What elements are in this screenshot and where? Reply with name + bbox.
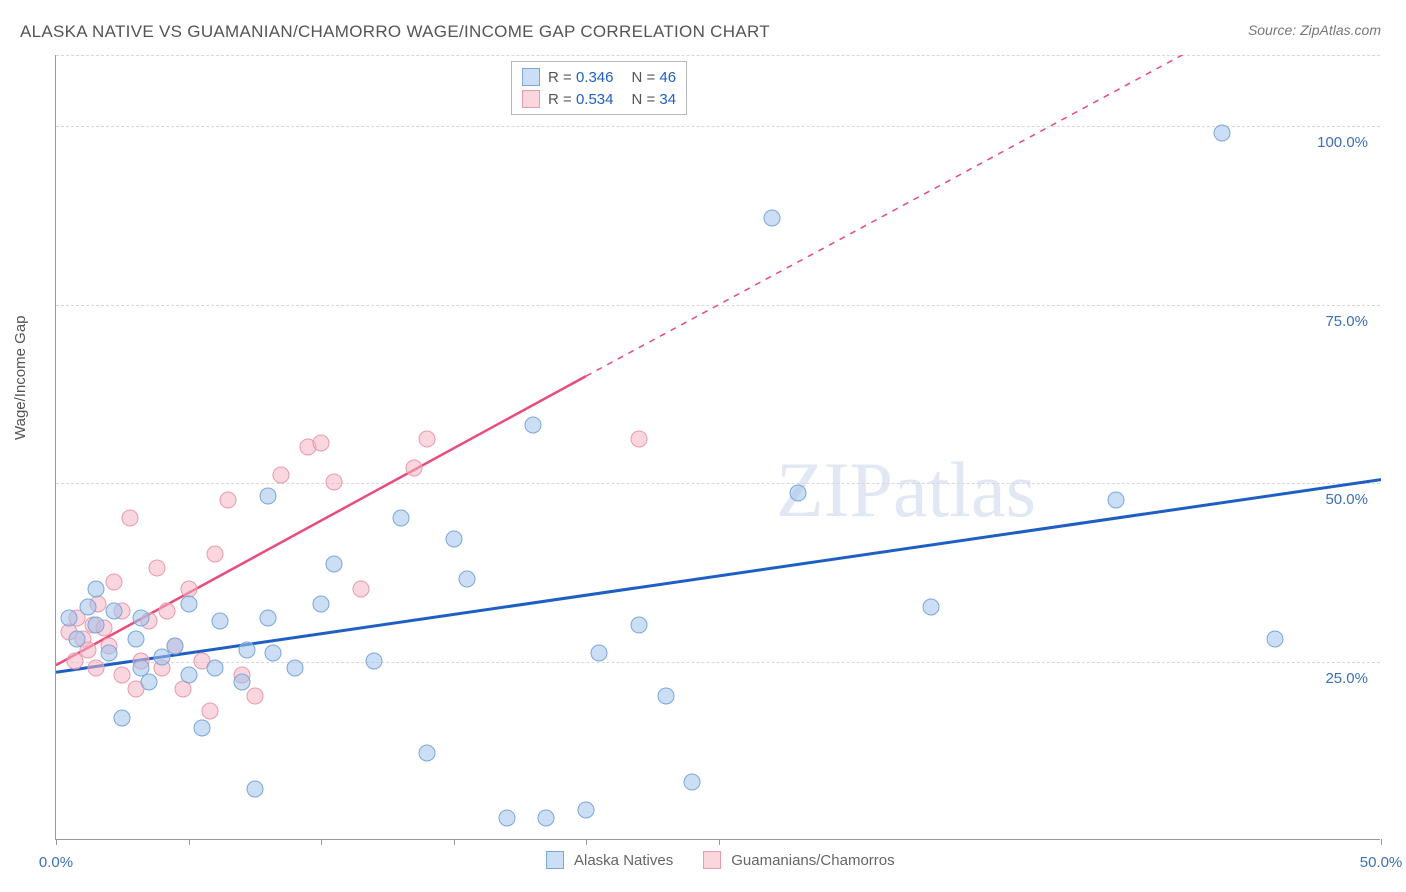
data-point bbox=[313, 434, 330, 451]
x-tick bbox=[719, 839, 720, 845]
gridline bbox=[56, 126, 1380, 127]
data-point bbox=[525, 417, 542, 434]
trend-lines bbox=[56, 55, 1381, 840]
data-point bbox=[1108, 492, 1125, 509]
data-point bbox=[445, 531, 462, 548]
data-point bbox=[69, 631, 86, 648]
legend-swatch bbox=[546, 851, 564, 869]
data-point bbox=[201, 702, 218, 719]
data-point bbox=[101, 645, 118, 662]
data-point bbox=[498, 809, 515, 826]
gridline bbox=[56, 483, 1380, 484]
data-point bbox=[419, 745, 436, 762]
data-point bbox=[763, 210, 780, 227]
plot-area: ZIPatlas 25.0%50.0%75.0%100.0%0.0%50.0%R… bbox=[55, 55, 1380, 840]
data-point bbox=[132, 609, 149, 626]
data-point bbox=[790, 484, 807, 501]
data-point bbox=[207, 545, 224, 562]
data-point bbox=[1267, 631, 1284, 648]
y-tick-label: 50.0% bbox=[1325, 491, 1368, 508]
data-point bbox=[159, 602, 176, 619]
data-point bbox=[313, 595, 330, 612]
data-point bbox=[419, 431, 436, 448]
data-point bbox=[286, 659, 303, 676]
x-tick bbox=[586, 839, 587, 845]
data-point bbox=[1214, 124, 1231, 141]
x-tick bbox=[1381, 839, 1382, 845]
x-tick bbox=[454, 839, 455, 845]
data-point bbox=[631, 431, 648, 448]
data-point bbox=[87, 581, 104, 598]
data-point bbox=[207, 659, 224, 676]
data-point bbox=[180, 666, 197, 683]
data-point bbox=[366, 652, 383, 669]
correlation-legend: R = 0.346 N = 46 R = 0.534 N = 34 bbox=[511, 61, 687, 115]
data-point bbox=[167, 638, 184, 655]
data-point bbox=[326, 474, 343, 491]
source-label: Source: ZipAtlas.com bbox=[1248, 22, 1381, 38]
data-point bbox=[922, 599, 939, 616]
data-point bbox=[212, 613, 229, 630]
gridline bbox=[56, 55, 1380, 56]
data-point bbox=[122, 509, 139, 526]
watermark: ZIPatlas bbox=[776, 445, 1036, 535]
data-point bbox=[87, 616, 104, 633]
data-point bbox=[631, 616, 648, 633]
legend-swatch bbox=[522, 90, 540, 108]
data-point bbox=[326, 556, 343, 573]
legend-r: R = 0.534 bbox=[548, 91, 613, 108]
data-point bbox=[238, 641, 255, 658]
series-legend: Alaska Natives Guamanians/Chamorros bbox=[546, 851, 895, 869]
gridline bbox=[56, 662, 1380, 663]
x-tick bbox=[189, 839, 190, 845]
data-point bbox=[193, 720, 210, 737]
y-tick-label: 100.0% bbox=[1317, 134, 1368, 151]
data-point bbox=[106, 602, 123, 619]
legend-label: Guamanians/Chamorros bbox=[731, 852, 894, 869]
data-point bbox=[260, 609, 277, 626]
data-point bbox=[114, 666, 131, 683]
data-point bbox=[538, 809, 555, 826]
x-tick bbox=[321, 839, 322, 845]
data-point bbox=[260, 488, 277, 505]
data-point bbox=[657, 688, 674, 705]
data-point bbox=[684, 773, 701, 790]
data-point bbox=[246, 688, 263, 705]
legend-label: Alaska Natives bbox=[574, 852, 673, 869]
x-tick-label: 0.0% bbox=[39, 854, 73, 871]
data-point bbox=[140, 674, 157, 691]
data-point bbox=[220, 492, 237, 509]
data-point bbox=[578, 802, 595, 819]
legend-n: N = 46 bbox=[631, 69, 676, 86]
data-point bbox=[591, 645, 608, 662]
data-point bbox=[180, 595, 197, 612]
data-point bbox=[246, 781, 263, 798]
data-point bbox=[79, 599, 96, 616]
legend-r: R = 0.346 bbox=[548, 69, 613, 86]
gridline bbox=[56, 305, 1380, 306]
x-tick-label: 50.0% bbox=[1360, 854, 1403, 871]
data-point bbox=[265, 645, 282, 662]
data-point bbox=[61, 609, 78, 626]
data-point bbox=[405, 459, 422, 476]
data-point bbox=[106, 574, 123, 591]
data-point bbox=[352, 581, 369, 598]
data-point bbox=[148, 559, 165, 576]
legend-n: N = 34 bbox=[631, 91, 676, 108]
y-tick-label: 25.0% bbox=[1325, 670, 1368, 687]
data-point bbox=[273, 467, 290, 484]
data-point bbox=[233, 674, 250, 691]
data-point bbox=[392, 509, 409, 526]
data-point bbox=[114, 709, 131, 726]
x-tick bbox=[56, 839, 57, 845]
data-point bbox=[127, 631, 144, 648]
y-tick-label: 75.0% bbox=[1325, 313, 1368, 330]
data-point bbox=[458, 570, 475, 587]
data-point bbox=[87, 659, 104, 676]
chart-title: ALASKA NATIVE VS GUAMANIAN/CHAMORRO WAGE… bbox=[20, 22, 770, 42]
legend-swatch bbox=[703, 851, 721, 869]
legend-swatch bbox=[522, 68, 540, 86]
y-axis-label: Wage/Income Gap bbox=[12, 315, 29, 440]
